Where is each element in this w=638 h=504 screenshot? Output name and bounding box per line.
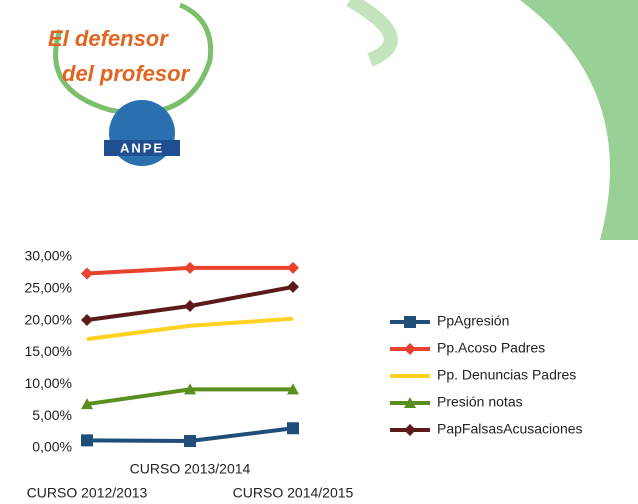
y-tick-label: 30,00% — [25, 248, 72, 264]
page: El defensor del profesor ANPE 0,00% 5,00%… — [0, 0, 638, 504]
marker — [287, 281, 299, 293]
logo-ring — [56, 5, 211, 113]
legend-marker — [404, 424, 416, 436]
y-tick-label: 5,00% — [32, 407, 72, 423]
marker — [81, 434, 93, 446]
y-tick-label: 20,00% — [25, 311, 72, 327]
decor-swoosh — [520, 0, 638, 240]
legend-label: Pp. Denuncias Padres — [437, 367, 576, 383]
legend-marker — [404, 343, 416, 355]
x-tick-label: CURSO 2012/2013 — [27, 485, 148, 501]
logo-brand: ANPE — [120, 140, 164, 155]
legend-label: Presión notas — [437, 394, 523, 410]
y-tick-label: 25,00% — [25, 280, 72, 296]
legend-label: Pp.Acoso Padres — [437, 340, 545, 356]
legend-label: PapFalsasAcusaciones — [437, 421, 583, 437]
x-tick-label: CURSO 2014/2015 — [233, 485, 354, 501]
marker — [287, 262, 299, 274]
logo-line2: del profesor — [62, 61, 191, 86]
marker — [184, 262, 196, 274]
marker — [287, 422, 299, 434]
y-tick-label: 0,00% — [32, 439, 72, 455]
legend-marker — [404, 316, 416, 328]
marker — [81, 314, 93, 326]
x-tick-label: CURSO 2013/2014 — [130, 461, 251, 477]
legend-label: PpAgresión — [437, 313, 509, 329]
marker — [184, 435, 196, 447]
y-tick-label: 15,00% — [25, 343, 72, 359]
y-tick-label: 10,00% — [25, 375, 72, 391]
logo-line1: El defensor — [48, 26, 169, 51]
line — [87, 319, 293, 339]
decor-arc — [350, 0, 391, 60]
marker — [81, 268, 93, 280]
logo-globe — [109, 100, 175, 166]
marker — [184, 300, 196, 312]
